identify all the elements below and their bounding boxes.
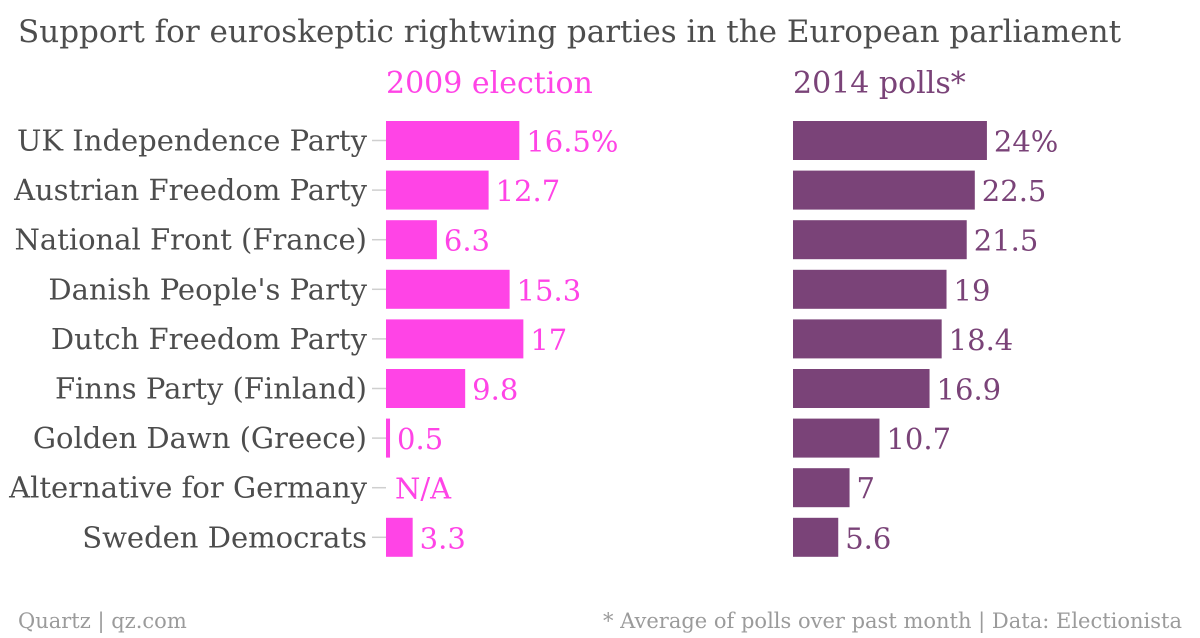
value-label-1: 7 [857,472,875,506]
value-label-0: 15.3 [517,273,582,307]
category-label: Finns Party (Finland) [55,372,367,406]
value-label-0: 16.5% [526,125,618,159]
value-label-0: 0.5 [397,422,443,456]
bar-1 [793,369,930,408]
category-label: Sweden Democrats [82,520,367,554]
category-label: Danish People's Party [48,272,367,306]
bar-0 [386,269,510,309]
value-label-0: N/A [395,472,452,506]
category-label: Dutch Freedom Party [51,322,368,356]
bar-1 [793,468,850,508]
bar-0 [386,517,413,557]
series-header-1: 2014 polls* [793,66,966,101]
footer-note: * Average of polls over past month | Dat… [603,609,1182,634]
bar-1 [793,121,987,160]
value-label-1: 16.9 [937,373,1002,407]
footer-source: Quartz | qz.com [18,609,187,634]
bar-0 [386,170,489,210]
value-label-1: 5.6 [845,521,891,555]
bar-0 [386,418,391,458]
bar-1 [793,319,942,359]
category-label: National Front (France) [15,223,368,257]
value-label-1: 22.5 [982,174,1047,208]
bar-0 [386,121,520,160]
bar-1 [793,220,967,260]
bar-0 [386,220,437,260]
bar-1 [793,269,947,309]
value-label-0: 17 [530,323,567,357]
value-label-1: 10.7 [886,422,951,456]
category-label: Alternative for Germany [8,471,367,505]
chart-marks: 2009 election 2014 polls* UK Independence … [8,66,1058,557]
value-label-1: 18.4 [949,323,1014,357]
category-label: Golden Dawn (Greece) [33,421,367,455]
bar-0 [386,319,524,359]
value-label-0: 9.8 [472,373,518,407]
value-label-0: 6.3 [444,224,490,258]
value-label-1: 24% [994,125,1058,159]
value-label-1: 21.5 [974,224,1039,258]
bar-1 [793,418,880,458]
category-label: Austrian Freedom Party [13,173,368,207]
category-label: UK Independence Party [17,124,368,158]
bar-1 [793,170,975,210]
bar-1 [793,517,839,557]
value-label-0: 3.3 [420,521,466,555]
value-label-1: 19 [954,273,991,307]
series-header-0: 2009 election [386,66,593,101]
value-label-0: 12.7 [496,174,561,208]
chart-title: Support for euroskeptic rightwing partie… [18,14,1122,50]
bar-0 [386,369,466,408]
